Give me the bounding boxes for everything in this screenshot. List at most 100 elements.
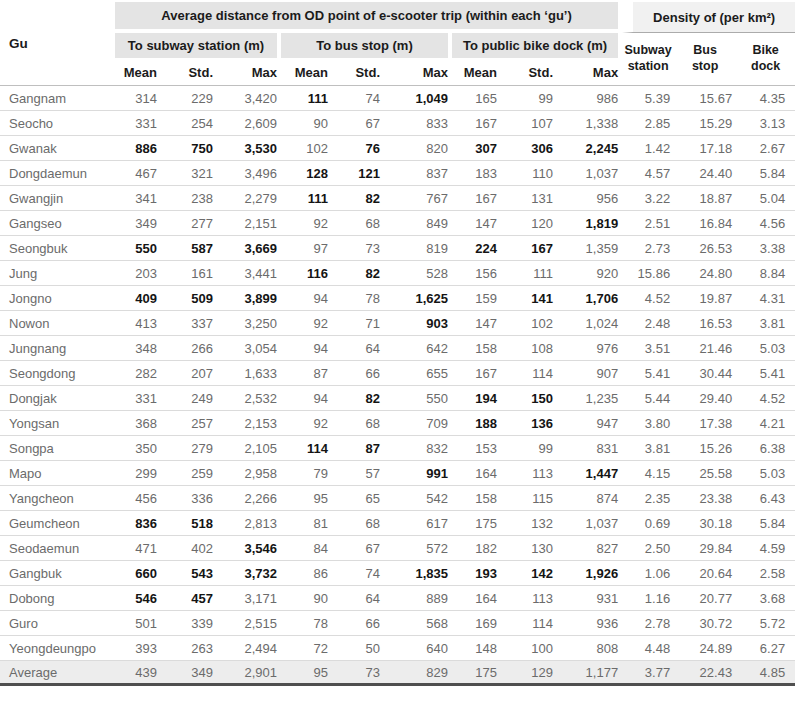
cell: 518 [161, 511, 217, 536]
column-header-max: Max [217, 62, 281, 86]
cell: 130 [501, 536, 557, 561]
cell: 238 [161, 186, 217, 211]
cell: 5.39 [622, 86, 674, 111]
cell: 4.15 [622, 461, 674, 486]
cell: 2.51 [622, 211, 674, 236]
cell: 2,266 [217, 486, 281, 511]
cell: 164 [452, 461, 501, 486]
cell: 194 [452, 386, 501, 411]
cell: 831 [557, 436, 622, 461]
table-row: Dobong5464573,17190648891641139311.1620.… [0, 586, 795, 611]
cell: 4.59 [736, 536, 795, 561]
cell: 15.26 [674, 436, 736, 461]
row-label-gu: Dongdaemun [0, 161, 113, 186]
cell: 87 [281, 361, 332, 386]
row-label-gu: Songpa [0, 436, 113, 461]
row-label-gu: Mapo [0, 461, 113, 486]
cell: 65 [332, 486, 384, 511]
table-body: Gangnam3142293,420111741,049165999865.39… [0, 86, 795, 686]
subgroup-header-subway: To subway station (m) [113, 33, 281, 62]
table-row: Geumcheon8365182,81381686171751321,0370.… [0, 511, 795, 536]
column-header-subway-density: Subway station [622, 33, 674, 86]
cell: 108 [501, 336, 557, 361]
cell: 167 [452, 111, 501, 136]
header-row-groups: Gu Average distance from OD point of e-s… [0, 2, 795, 33]
cell: 903 [384, 311, 452, 336]
cell: 2,958 [217, 461, 281, 486]
cell: 116 [281, 261, 332, 286]
cell: 94 [281, 286, 332, 311]
cell: 299 [113, 461, 161, 486]
cell: 17.38 [674, 411, 736, 436]
cell: 153 [452, 436, 501, 461]
cell: 3,732 [217, 561, 281, 586]
cell: 956 [557, 186, 622, 211]
cell: 68 [332, 211, 384, 236]
cell: 837 [384, 161, 452, 186]
cell: 3,054 [217, 336, 281, 361]
table-row: Seongdong2822071,63387666551671149075.41… [0, 361, 795, 386]
cell: 136 [501, 411, 557, 436]
cell: 2,151 [217, 211, 281, 236]
cell: 2,813 [217, 511, 281, 536]
row-label-gu: Seongbuk [0, 236, 113, 261]
cell: 1.42 [622, 136, 674, 161]
cell: 307 [452, 136, 501, 161]
cell: 413 [113, 311, 161, 336]
cell: 348 [113, 336, 161, 361]
table-row: Jongno4095093,89994781,6251591411,7064.5… [0, 286, 795, 311]
cell: 368 [113, 411, 161, 436]
cell: 224 [452, 236, 501, 261]
cell: 5.72 [736, 611, 795, 636]
table-row: Songpa3502792,10511487832153998313.8115.… [0, 436, 795, 461]
cell: 266 [161, 336, 217, 361]
cell: 141 [501, 286, 557, 311]
cell: 188 [452, 411, 501, 436]
cell: 229 [161, 86, 217, 111]
cell: 64 [332, 336, 384, 361]
column-header-std: Std. [501, 62, 557, 86]
column-header-std: Std. [332, 62, 384, 86]
cell: 1,819 [557, 211, 622, 236]
cell: 68 [332, 411, 384, 436]
cell: 30.18 [674, 511, 736, 536]
cell: 175 [452, 661, 501, 686]
cell: 8.84 [736, 261, 795, 286]
cell: 617 [384, 511, 452, 536]
cell: 165 [452, 86, 501, 111]
row-label-gu: Average [0, 661, 113, 686]
cell: 84 [281, 536, 332, 561]
table-row: Gangseo3492772,15192688491471201,8192.51… [0, 211, 795, 236]
cell: 64 [332, 586, 384, 611]
cell: 182 [452, 536, 501, 561]
cell: 5.03 [736, 461, 795, 486]
cell: 110 [501, 161, 557, 186]
cell: 94 [281, 386, 332, 411]
cell: 107 [501, 111, 557, 136]
cell: 642 [384, 336, 452, 361]
table-row: Guro5013392,51578665681691149362.7830.72… [0, 611, 795, 636]
column-header-max: Max [557, 62, 622, 86]
cell: 543 [161, 561, 217, 586]
cell: 121 [332, 161, 384, 186]
cell: 1.16 [622, 586, 674, 611]
cell: 1,835 [384, 561, 452, 586]
cell: 467 [113, 161, 161, 186]
cell: 2,153 [217, 411, 281, 436]
cell: 158 [452, 336, 501, 361]
cell: 501 [113, 611, 161, 636]
cell: 1,359 [557, 236, 622, 261]
cell: 95 [281, 661, 332, 686]
cell: 3.80 [622, 411, 674, 436]
cell: 254 [161, 111, 217, 136]
cell: 2.67 [736, 136, 795, 161]
cell: 6.27 [736, 636, 795, 661]
cell: 341 [113, 186, 161, 211]
cell: 94 [281, 336, 332, 361]
cell: 97 [281, 236, 332, 261]
cell: 509 [161, 286, 217, 311]
cell: 23.38 [674, 486, 736, 511]
row-label-gu: Jung [0, 261, 113, 286]
cell: 2.50 [622, 536, 674, 561]
cell: 111 [281, 186, 332, 211]
